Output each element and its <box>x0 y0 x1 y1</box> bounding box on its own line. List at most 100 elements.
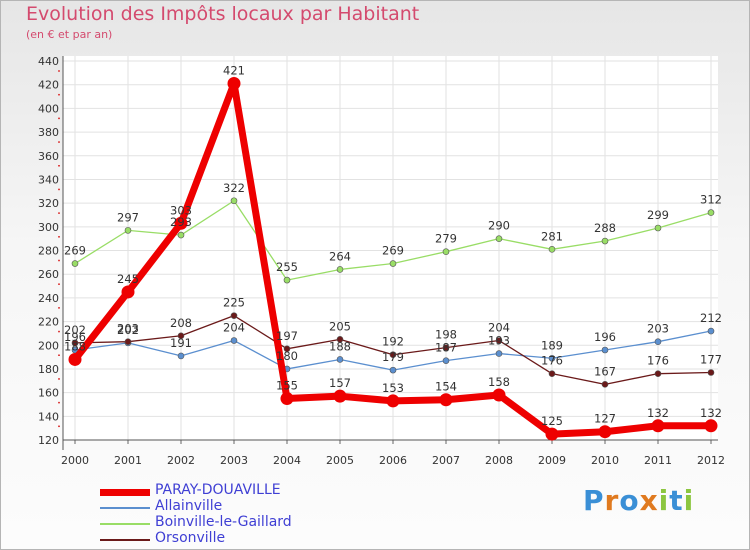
x-tick-label: 2002 <box>167 454 195 467</box>
data-label: 188 <box>329 339 351 353</box>
x-tick-label: 2005 <box>326 454 354 467</box>
data-label: 281 <box>541 229 563 243</box>
data-label: 132 <box>700 406 722 420</box>
data-label: 132 <box>647 406 669 420</box>
data-label: 155 <box>276 379 298 393</box>
data-point <box>548 370 556 377</box>
data-label: 208 <box>170 316 192 330</box>
data-point <box>601 237 609 245</box>
data-point <box>124 338 132 345</box>
data-point <box>495 235 503 242</box>
data-label: 255 <box>276 260 298 274</box>
chart-title: Evolution des Impôts locaux par Habitant <box>26 3 420 25</box>
data-point <box>548 246 556 253</box>
legend-label-paray: PARAY-DOUAVILLE <box>155 482 281 498</box>
y-tick-label: 360 <box>38 150 59 163</box>
legend-swatch-paray <box>100 489 150 496</box>
y-tick-label: 120 <box>38 434 59 447</box>
y-tick-label: 320 <box>38 197 59 210</box>
data-point <box>280 392 294 406</box>
x-tick-label: 2004 <box>273 454 301 467</box>
logo-letter: r <box>604 484 620 517</box>
x-tick-label: 2006 <box>379 454 407 467</box>
data-point <box>230 337 238 344</box>
data-point <box>651 419 665 433</box>
data-point <box>654 338 662 345</box>
data-label: 322 <box>223 181 245 195</box>
data-label: 205 <box>329 319 351 333</box>
logo-letter: o <box>619 484 640 517</box>
data-label: 421 <box>223 64 245 78</box>
data-label: 188 <box>64 339 86 353</box>
logo-letter: t <box>669 484 684 517</box>
data-point <box>654 224 662 232</box>
data-point <box>545 427 559 441</box>
x-tick-label: 2007 <box>432 454 460 467</box>
y-tick-label: 340 <box>38 173 59 186</box>
data-label: 193 <box>488 334 510 348</box>
data-point <box>601 346 609 354</box>
data-point <box>707 369 715 376</box>
data-label: 192 <box>382 335 404 349</box>
data-label: 225 <box>223 296 245 310</box>
data-point <box>336 356 344 363</box>
data-point <box>71 339 79 347</box>
data-label: 125 <box>541 414 563 428</box>
y-tick-label: 180 <box>38 363 59 376</box>
data-label: 176 <box>541 354 563 368</box>
data-point <box>227 77 241 91</box>
data-point <box>704 419 718 433</box>
data-label: 299 <box>647 208 669 222</box>
data-point <box>389 366 397 374</box>
data-label: 204 <box>223 321 245 335</box>
data-label: 157 <box>329 376 351 390</box>
legend-label-orsonville: Orsonville <box>155 530 226 546</box>
data-point <box>495 350 503 357</box>
x-tick-label: 2000 <box>61 454 89 467</box>
x-tick-label: 2008 <box>485 454 513 467</box>
data-label: 154 <box>435 380 457 394</box>
y-tick-label: 260 <box>38 268 59 281</box>
legend-label-allainville: Allainville <box>155 498 223 514</box>
y-tick-label: 280 <box>38 245 59 258</box>
data-point <box>71 260 79 267</box>
y-tick-label: 140 <box>38 410 59 423</box>
logo-letter: P <box>583 484 605 517</box>
data-label: 177 <box>700 352 722 366</box>
data-point <box>336 336 344 343</box>
data-label: 196 <box>594 330 616 344</box>
data-point <box>333 389 347 403</box>
legend-swatch-allainville <box>100 507 150 509</box>
data-label: 203 <box>117 322 139 336</box>
data-point <box>598 425 612 439</box>
data-label: 158 <box>488 375 510 389</box>
data-point <box>495 337 503 344</box>
data-label: 269 <box>382 244 404 258</box>
data-label: 167 <box>594 364 616 378</box>
data-label: 203 <box>647 322 669 336</box>
data-label: 312 <box>700 193 722 207</box>
data-point <box>336 266 344 273</box>
data-label: 202 <box>64 323 86 337</box>
x-tick-label: 2003 <box>220 454 248 467</box>
y-tick-label: 440 <box>38 55 59 68</box>
data-label: 153 <box>382 381 404 395</box>
y-tick-label: 160 <box>38 387 59 400</box>
data-label: 198 <box>435 328 457 342</box>
data-label: 264 <box>329 249 351 263</box>
data-point <box>442 248 450 255</box>
y-tick-label: 200 <box>38 339 59 352</box>
plot-area <box>63 56 718 440</box>
y-tick-label: 220 <box>38 316 59 329</box>
data-point <box>177 352 185 360</box>
data-label: 288 <box>594 221 616 235</box>
data-label: 279 <box>435 232 457 246</box>
chart-subtitle: (en € et par an) <box>26 28 113 41</box>
y-tick-label: 240 <box>38 292 59 305</box>
y-tick-label: 380 <box>38 126 59 139</box>
data-label: 293 <box>170 215 192 229</box>
data-point <box>389 351 397 359</box>
data-point <box>283 345 291 353</box>
data-label: 269 <box>64 244 86 258</box>
y-tick-label: 400 <box>38 102 59 115</box>
